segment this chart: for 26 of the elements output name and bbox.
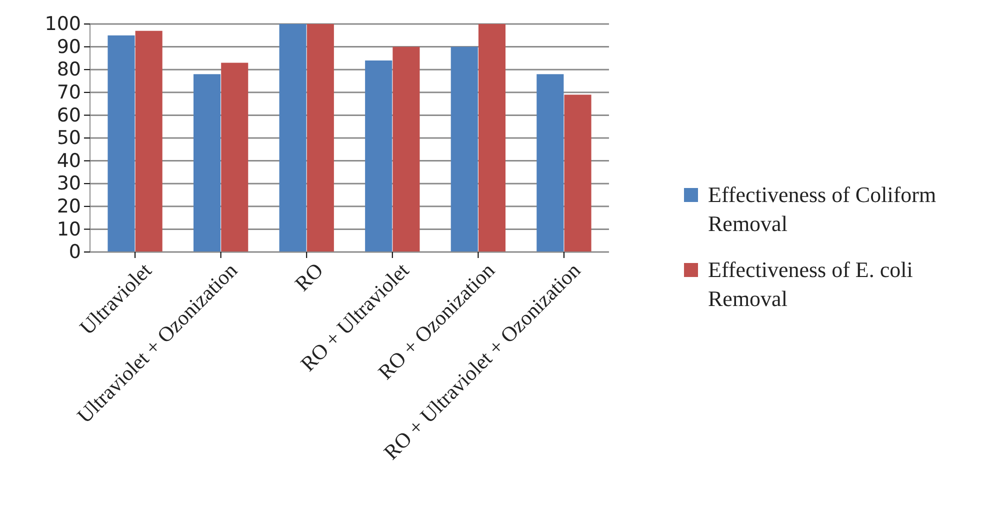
y-tick-label: 0 — [68, 241, 81, 264]
bar — [536, 74, 564, 252]
y-tick-label: 20 — [56, 195, 81, 218]
bar — [392, 46, 420, 252]
y-tick-label: 70 — [56, 81, 81, 104]
y-tick-label: 10 — [56, 218, 81, 240]
y-tick-label: 60 — [56, 104, 81, 126]
y-tick-label: 80 — [56, 58, 81, 81]
bar — [478, 24, 506, 252]
bar — [450, 46, 478, 252]
bar — [365, 60, 392, 252]
bar — [306, 24, 334, 252]
bar — [221, 62, 248, 252]
y-tick-label: 50 — [56, 127, 81, 150]
bar — [108, 35, 135, 252]
x-tick-label: RO — [290, 258, 328, 296]
legend-label: Effectiveness of E. coli Removal — [708, 257, 913, 311]
bar — [279, 24, 306, 252]
y-tick-label: 100 — [44, 13, 81, 36]
bar — [193, 74, 221, 252]
legend-label: Effectiveness of Coliform Removal — [708, 182, 936, 236]
y-tick-label: 90 — [56, 36, 81, 58]
y-tick-label: 30 — [56, 172, 81, 195]
bar — [135, 30, 162, 252]
y-tick-label: 40 — [56, 150, 81, 172]
bar — [564, 94, 592, 252]
